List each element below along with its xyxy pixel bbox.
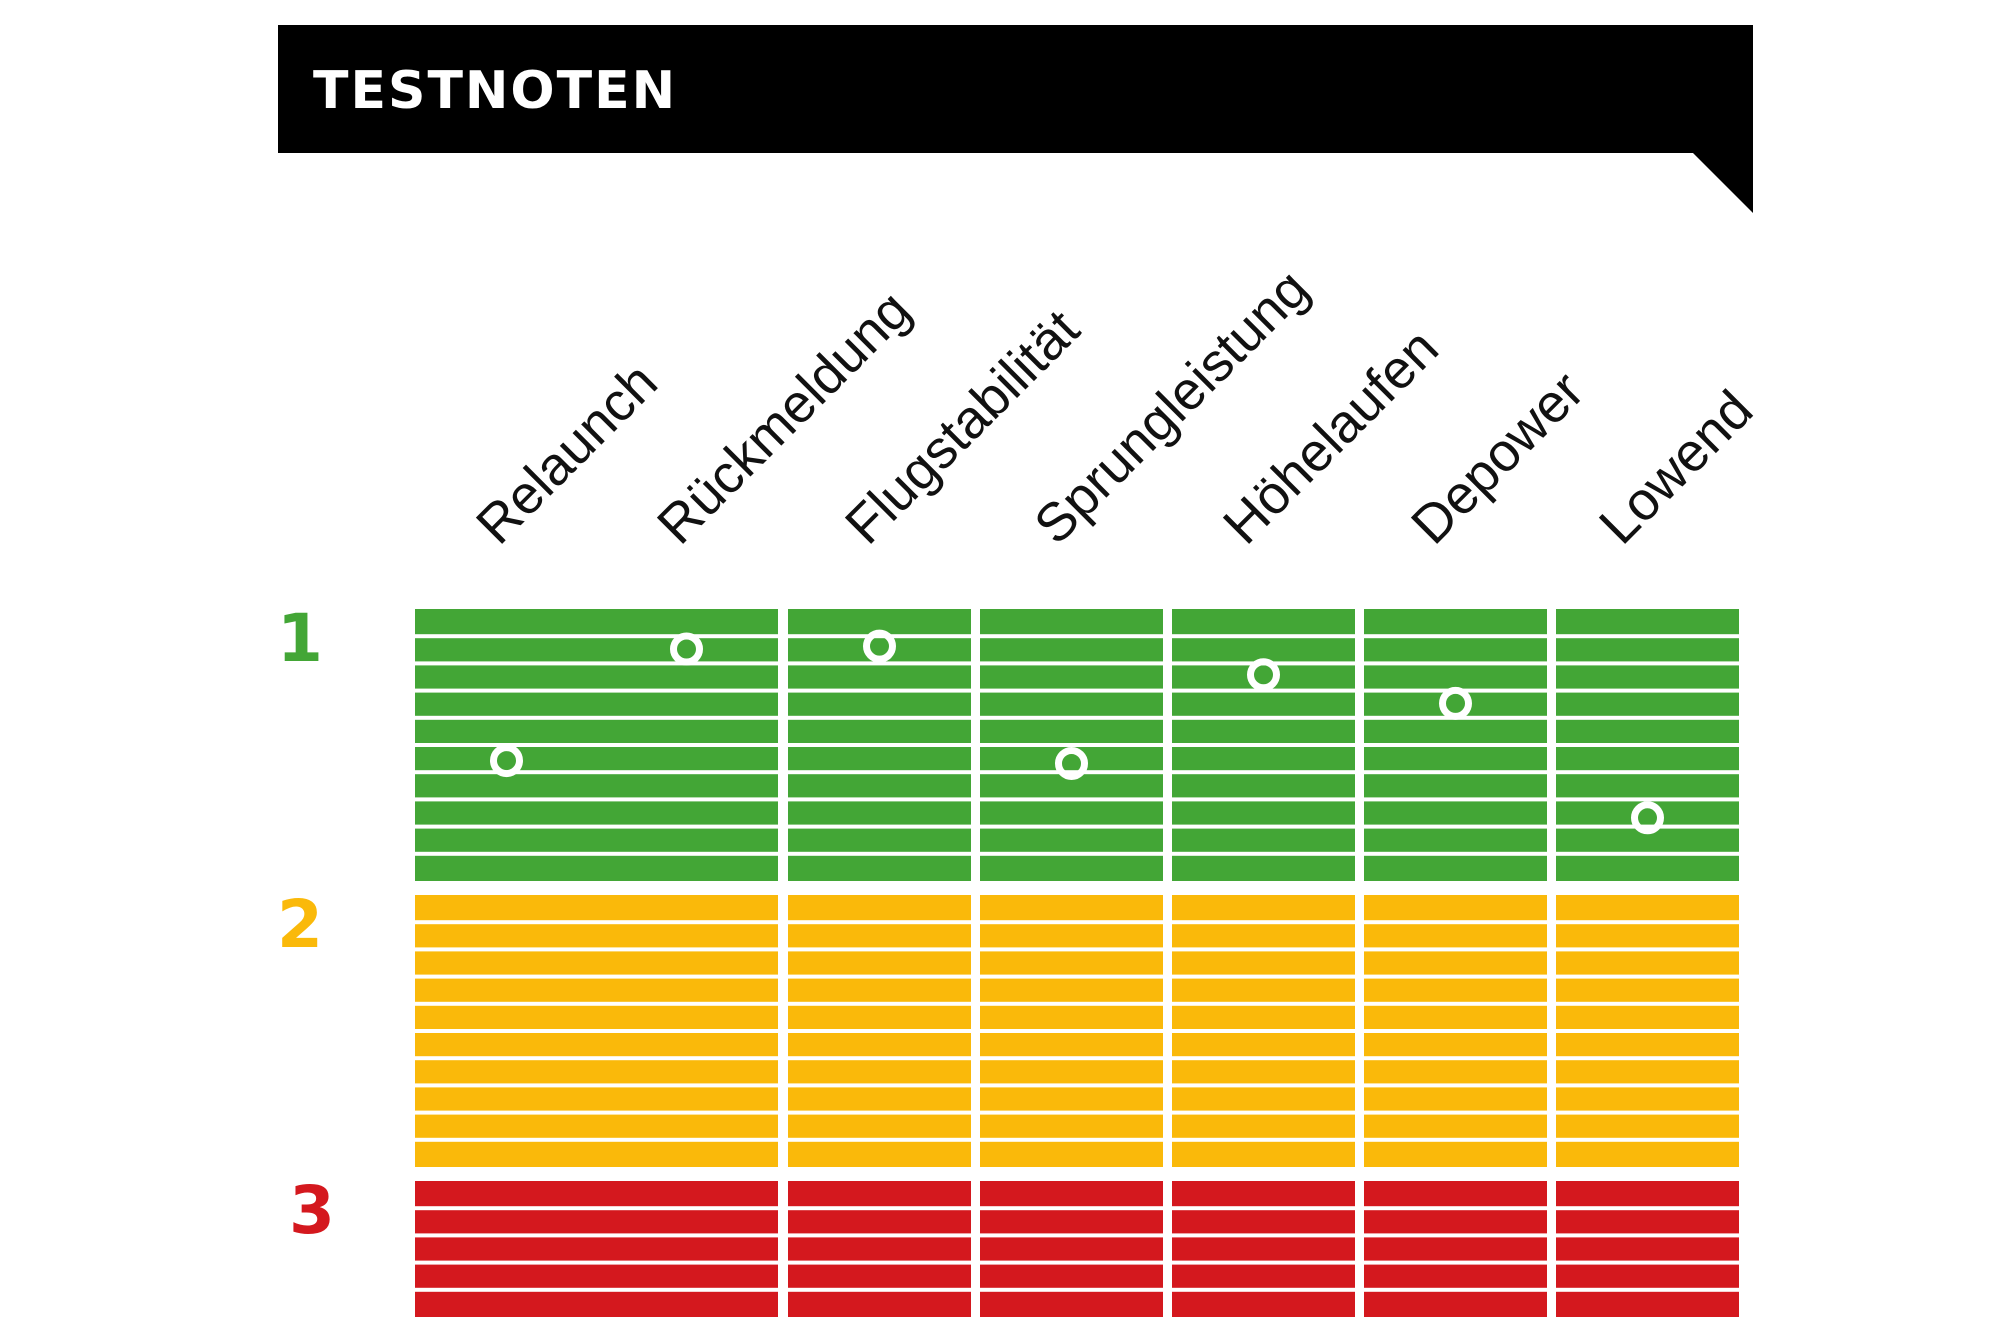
stripe-separator xyxy=(405,1233,1785,1238)
grade-label-3: 3 xyxy=(289,1172,335,1249)
category-label-depower: Depower xyxy=(1400,360,1595,555)
stripe-separator xyxy=(405,661,1785,666)
score-marker-rueckmeldung xyxy=(670,632,703,666)
grade-3-block-sprungleistung xyxy=(980,1181,1163,1317)
grade-label-2: 2 xyxy=(277,886,323,963)
stripe-separator xyxy=(405,1001,1785,1006)
stripe-separator xyxy=(405,634,1785,639)
stripe-separator xyxy=(405,947,1785,952)
stripe-separator xyxy=(405,1137,1785,1142)
stripe-separator xyxy=(405,1083,1785,1088)
stripe-separator xyxy=(405,1056,1785,1061)
stripe-separator xyxy=(405,797,1785,802)
grade-label-1: 1 xyxy=(277,600,323,677)
stripe-separator xyxy=(405,743,1785,747)
grade-3-block-lowend xyxy=(1556,1181,1739,1317)
grade-3-block-rueckmeldung xyxy=(595,1181,778,1317)
stripe-separator xyxy=(405,1287,1785,1292)
title-bar xyxy=(278,25,1753,213)
stripe-separator xyxy=(405,1029,1785,1033)
grade-3-block-depower xyxy=(1364,1181,1547,1317)
stripe-separator xyxy=(405,770,1785,775)
score-marker-hoehelaufen xyxy=(1247,658,1280,692)
score-marker-relaunch xyxy=(490,744,523,778)
grade-3-block-flugstabilitaet xyxy=(788,1181,971,1317)
grade-3-block-hoehelaufen xyxy=(1172,1181,1355,1317)
stripe-separator xyxy=(405,824,1785,829)
stripe-separator xyxy=(405,1206,1785,1211)
stripe-separator xyxy=(405,851,1785,856)
score-marker-depower xyxy=(1439,686,1472,720)
category-label-lowend: Lowend xyxy=(1588,379,1764,555)
grade-3-block-relaunch xyxy=(415,1181,598,1317)
score-marker-sprungleistung xyxy=(1055,746,1088,780)
stripe-separator xyxy=(405,1260,1785,1265)
stripe-separator xyxy=(405,920,1785,925)
stripe-separator xyxy=(405,715,1785,720)
stripe-separator xyxy=(405,974,1785,979)
chart-title: TESTNOTEN xyxy=(313,61,677,121)
stripe-separator xyxy=(405,1110,1785,1115)
category-label-relaunch: Relaunch xyxy=(465,352,669,556)
stripe-separator xyxy=(405,688,1785,693)
score-marker-flugstabilitaet xyxy=(863,629,896,663)
score-marker-lowend xyxy=(1631,801,1664,835)
